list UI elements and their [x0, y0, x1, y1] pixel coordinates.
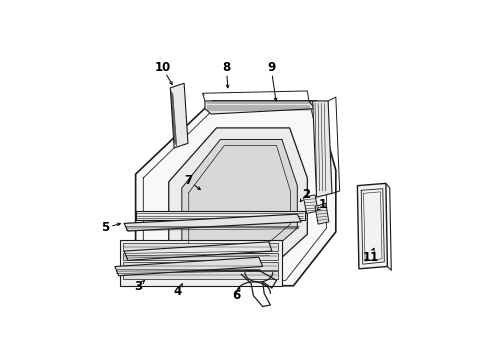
Text: 6: 6 — [232, 289, 241, 302]
Polygon shape — [357, 183, 388, 269]
Polygon shape — [182, 139, 297, 257]
Polygon shape — [124, 242, 272, 260]
Polygon shape — [205, 101, 315, 114]
Polygon shape — [136, 211, 305, 220]
Text: 7: 7 — [184, 174, 192, 187]
Text: 10: 10 — [154, 61, 171, 74]
Text: 11: 11 — [362, 251, 379, 264]
Text: 9: 9 — [267, 61, 275, 74]
Text: 2: 2 — [302, 188, 310, 201]
Polygon shape — [115, 257, 263, 276]
Polygon shape — [169, 128, 307, 266]
Text: 3: 3 — [134, 280, 142, 293]
Polygon shape — [122, 262, 278, 270]
Polygon shape — [122, 243, 278, 251]
Polygon shape — [120, 239, 282, 286]
Text: 1: 1 — [318, 198, 327, 211]
Polygon shape — [313, 101, 332, 197]
Polygon shape — [315, 203, 329, 224]
Polygon shape — [171, 83, 188, 148]
Polygon shape — [124, 214, 301, 231]
Text: 5: 5 — [101, 221, 109, 234]
Text: 4: 4 — [174, 285, 182, 298]
Polygon shape — [122, 271, 278, 279]
Polygon shape — [136, 101, 336, 286]
Polygon shape — [122, 253, 278, 260]
Text: 8: 8 — [222, 61, 231, 74]
Polygon shape — [303, 195, 318, 213]
